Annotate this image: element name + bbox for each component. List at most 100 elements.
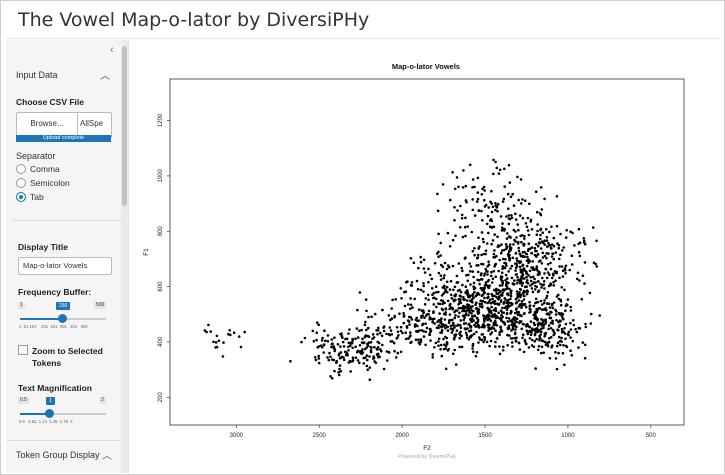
- data-point: [544, 322, 547, 325]
- data-point: [316, 346, 319, 349]
- data-point: [409, 331, 412, 334]
- data-point: [480, 305, 484, 309]
- data-point: [569, 321, 572, 325]
- data-point: [533, 340, 537, 343]
- data-point: [366, 368, 369, 372]
- data-point: [504, 243, 508, 246]
- data-point: [493, 288, 496, 292]
- data-point: [385, 332, 388, 336]
- data-point: [510, 323, 513, 327]
- data-point: [469, 283, 472, 286]
- data-point: [456, 209, 459, 212]
- sidebar-scroll-thumb[interactable]: [122, 46, 127, 206]
- data-point: [501, 306, 504, 310]
- data-point: [339, 370, 343, 373]
- display-title-input[interactable]: Map-o-lator Vowels: [18, 257, 112, 275]
- data-point: [531, 338, 534, 342]
- data-point: [507, 250, 511, 254]
- chevron-up-icon[interactable]: ︿: [100, 71, 110, 82]
- data-point: [521, 198, 524, 201]
- data-point: [370, 346, 373, 349]
- browse-button[interactable]: Browse...: [17, 113, 78, 135]
- data-point: [472, 350, 475, 354]
- data-point: [584, 322, 587, 326]
- data-point: [487, 231, 490, 235]
- data-point: [433, 322, 437, 325]
- data-point: [468, 304, 471, 308]
- data-point: [391, 298, 394, 302]
- data-point: [335, 361, 338, 364]
- data-point: [429, 339, 432, 342]
- data-point: [564, 264, 568, 268]
- data-point: [484, 281, 488, 284]
- data-point: [454, 363, 458, 366]
- data-point: [511, 302, 514, 306]
- file-name-display: AllSpe: [80, 119, 104, 128]
- collapse-sidebar-icon[interactable]: ‹: [110, 44, 114, 56]
- data-point: [539, 247, 543, 250]
- radio-tab[interactable]: Tab: [16, 192, 44, 202]
- token-group-panel[interactable]: Token Group Display ︿: [6, 440, 121, 473]
- data-point: [487, 278, 491, 282]
- zoom-label[interactable]: Zoom to Selected Tokens: [32, 346, 103, 368]
- data-point: [217, 339, 221, 343]
- data-point: [342, 358, 346, 362]
- data-point: [444, 335, 447, 339]
- data-point: [453, 294, 456, 297]
- data-point: [498, 345, 501, 348]
- data-point: [503, 227, 507, 231]
- data-point: [482, 240, 485, 244]
- data-point: [560, 286, 563, 289]
- data-point: [505, 215, 508, 218]
- data-point: [382, 329, 386, 333]
- data-point: [516, 313, 520, 317]
- data-point: [330, 338, 334, 341]
- data-point: [342, 345, 346, 348]
- y-tick-label: 600: [158, 281, 164, 292]
- radio-circle[interactable]: [16, 164, 26, 174]
- freq-slider-handle[interactable]: [58, 314, 67, 323]
- radio-circle-selected[interactable]: [16, 192, 26, 202]
- chart-title: Map-o-lator Vowels: [392, 62, 460, 71]
- radio-semicolon[interactable]: Semicolon: [16, 178, 70, 188]
- data-point: [534, 367, 537, 370]
- data-point: [514, 212, 517, 216]
- data-point: [386, 359, 389, 362]
- chevron-up-icon[interactable]: ︿: [102, 451, 112, 462]
- data-point: [451, 238, 455, 242]
- data-point: [531, 328, 534, 332]
- data-point: [508, 257, 512, 260]
- input-data-panel-title[interactable]: Input Data: [16, 70, 58, 80]
- zoom-checkbox[interactable]: [18, 345, 28, 355]
- data-point: [535, 265, 539, 268]
- data-point: [497, 303, 501, 307]
- data-point: [514, 308, 518, 311]
- data-point: [461, 235, 465, 239]
- radio-label: Semicolon: [30, 178, 70, 188]
- data-point: [493, 265, 496, 268]
- radio-circle[interactable]: [16, 178, 26, 188]
- data-point: [549, 310, 552, 314]
- sidebar-scrollbar[interactable]: [121, 40, 128, 473]
- data-point: [506, 192, 510, 196]
- data-point: [435, 305, 438, 309]
- mag-slider-handle[interactable]: [45, 409, 54, 418]
- data-point: [485, 222, 489, 226]
- data-point: [578, 241, 582, 244]
- mag-slider-track[interactable]: [20, 413, 106, 415]
- data-point: [427, 267, 430, 271]
- data-point: [459, 323, 462, 327]
- data-point: [557, 351, 560, 355]
- data-point: [356, 350, 359, 354]
- data-point: [483, 336, 487, 339]
- radio-comma[interactable]: Comma: [16, 164, 60, 174]
- data-point: [518, 287, 522, 291]
- data-point: [531, 275, 535, 279]
- token-group-panel-title[interactable]: Token Group Display: [16, 450, 100, 460]
- data-point: [529, 308, 532, 311]
- data-point: [538, 273, 541, 276]
- data-point: [528, 247, 532, 250]
- data-point: [371, 333, 375, 336]
- data-point: [416, 287, 420, 291]
- data-point: [545, 252, 548, 255]
